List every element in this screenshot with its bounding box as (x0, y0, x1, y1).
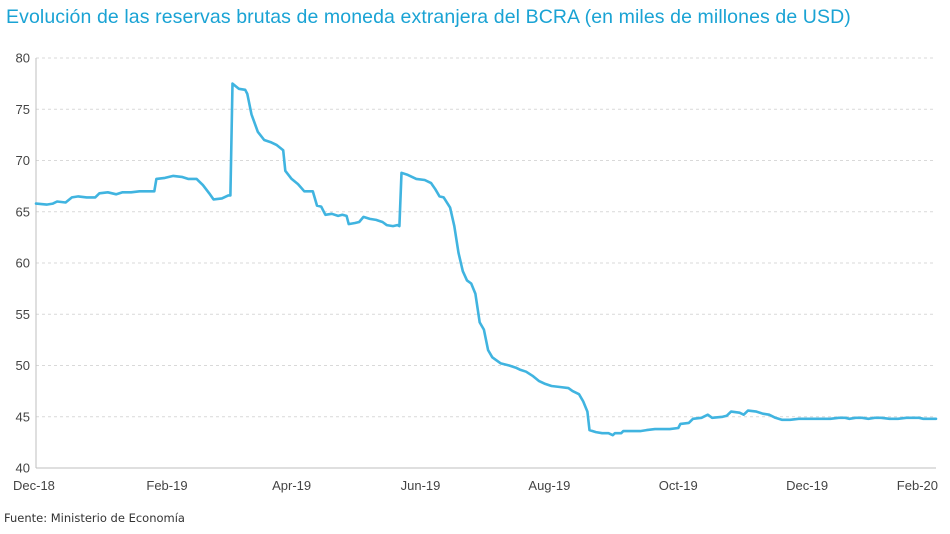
y-tick-label: 70 (16, 153, 30, 168)
gridlines (36, 57, 936, 418)
chart-title: Evolución de las reservas brutas de mone… (6, 6, 851, 28)
y-tick-label: 45 (16, 409, 30, 424)
series-line-reservas (34, 82, 938, 437)
x-tick-label: Aug-19 (528, 478, 570, 493)
axes (35, 58, 936, 469)
x-tick-label: Dec-19 (786, 478, 828, 493)
x-tick-label: Oct-19 (659, 478, 698, 493)
y-tick-label: 75 (16, 102, 30, 117)
x-tick-label: Dec-18 (13, 478, 55, 493)
y-tick-label: 50 (16, 358, 30, 373)
y-tick-label: 80 (16, 51, 30, 66)
series-layer (34, 82, 938, 437)
x-tick-label: Feb-19 (146, 478, 187, 493)
y-tick-label: 65 (16, 204, 30, 219)
y-tick-label: 60 (16, 256, 30, 271)
source-note: Fuente: Ministerio de Economía (4, 511, 185, 525)
x-tick-label: Jun-19 (401, 478, 441, 493)
x-tick-label: Apr-19 (272, 478, 311, 493)
x-tick-label: Feb-20 (897, 478, 938, 493)
y-tick-label: 55 (16, 307, 30, 322)
y-tick-label: 40 (16, 461, 30, 476)
tick-labels: 40 45 50 55 60 65 70 75 80 Dec-18 Feb-19 Apr-19 Jun-… (13, 51, 938, 494)
